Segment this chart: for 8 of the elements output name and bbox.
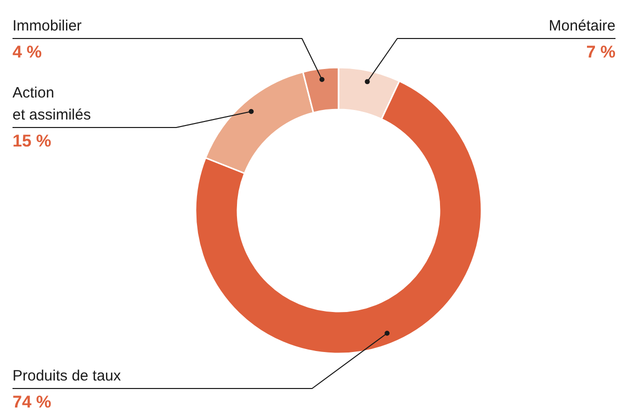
- data-label: 4 %: [12, 42, 42, 62]
- slice-label: Immobilier: [12, 18, 82, 34]
- slice-label: Monétaire: [548, 18, 616, 34]
- data-label: 7 %: [586, 42, 616, 62]
- data-label: 74 %: [12, 392, 52, 412]
- data-label: 15 %: [12, 132, 52, 150]
- slice-label: Action et assimilés: [12, 84, 91, 124]
- slice-label: Produits de taux: [12, 368, 122, 384]
